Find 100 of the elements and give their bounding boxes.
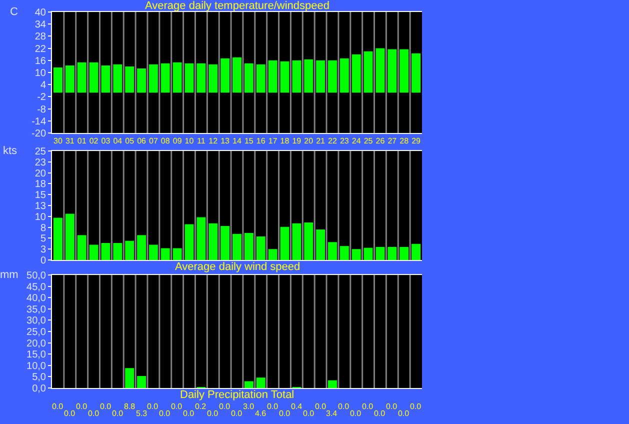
y-tick-label: -14 <box>32 116 46 128</box>
y-tick-label: 16 <box>34 56 46 67</box>
bar <box>388 49 397 93</box>
data-label: 0.0 <box>207 409 219 418</box>
x-tick-label: 07 <box>148 136 158 146</box>
bar <box>196 63 206 93</box>
data-label: 0.0 <box>219 402 231 411</box>
y-tick-label: 45,0 <box>26 282 46 293</box>
bar <box>328 242 337 260</box>
y-tick-label: 28 <box>34 32 46 43</box>
bar <box>412 244 421 260</box>
data-label: 0.0 <box>303 409 315 418</box>
data-label: 4.6 <box>255 409 267 418</box>
data-label: 0.0 <box>88 409 100 418</box>
bar <box>364 248 373 260</box>
bar <box>376 48 385 93</box>
x-tick-label: 25 <box>364 136 374 146</box>
bar <box>316 60 326 93</box>
bar <box>53 67 62 93</box>
bar <box>340 58 349 93</box>
bar <box>208 64 218 93</box>
y-tick-label: 25 <box>34 146 46 158</box>
data-label: 0.4 <box>291 402 303 411</box>
y-tick-label: 23 <box>34 157 46 168</box>
bar <box>328 380 337 388</box>
bar <box>232 57 242 93</box>
y-tick-label: -20 <box>32 128 46 140</box>
bar <box>244 232 254 260</box>
bar <box>172 248 182 260</box>
x-tick-label: 04 <box>113 136 123 146</box>
y-tick-label: 35,0 <box>26 304 46 316</box>
bar <box>101 243 110 260</box>
y-tick-label: 40,0 <box>26 293 46 304</box>
x-tick-label: 12 <box>208 136 218 146</box>
x-tick-label: 28 <box>400 136 410 146</box>
bar <box>113 64 122 93</box>
bar <box>77 62 86 93</box>
y-tick-label: 50,0 <box>26 270 46 282</box>
bar <box>256 378 266 388</box>
bar <box>196 217 206 260</box>
y-tick-label: 0 <box>40 256 46 266</box>
x-tick-label: 16 <box>256 136 266 146</box>
y-tick-label: 15,0 <box>26 350 46 361</box>
x-tick-label: 03 <box>101 136 111 146</box>
x-tick-label: 01 <box>77 136 87 146</box>
data-label: 0.0 <box>362 402 374 411</box>
bar <box>220 58 230 93</box>
x-tick-label: 05 <box>125 136 135 146</box>
data-label: 8.8 <box>124 402 136 411</box>
bar <box>65 214 74 260</box>
y-tick-label: 5,0 <box>32 372 46 384</box>
bar <box>65 65 74 93</box>
bar <box>148 244 158 260</box>
x-tick-label: 26 <box>376 136 386 146</box>
data-label: 0.2 <box>195 402 207 411</box>
y-tick-label: 20 <box>34 168 46 180</box>
x-tick-label: 19 <box>292 136 302 146</box>
y-tick-label: 22 <box>34 44 46 55</box>
bar <box>244 63 254 93</box>
bar <box>89 62 98 93</box>
data-label: 3.4 <box>326 409 338 418</box>
bar <box>89 244 98 260</box>
y-tick-label: 4 <box>40 80 46 92</box>
data-label: 0.0 <box>350 409 362 418</box>
x-tick-label: 08 <box>160 136 170 146</box>
data-label: 0.0 <box>338 402 350 411</box>
x-tick-label: 18 <box>280 136 290 146</box>
y-tick-label: -8 <box>37 104 46 116</box>
y-tick-label: 10,0 <box>26 360 46 372</box>
bar <box>53 218 62 260</box>
data-label: 0.0 <box>100 402 112 411</box>
bar <box>256 64 266 93</box>
y-tick-label: 20,0 <box>26 338 46 350</box>
y-tick-label: 34 <box>34 20 46 31</box>
bar <box>113 243 122 260</box>
y-tick-label: -2 <box>37 92 46 104</box>
bar <box>137 68 146 93</box>
bar <box>352 249 361 260</box>
bar <box>304 222 314 260</box>
data-label: 0.0 <box>147 402 159 411</box>
data-label: 0.0 <box>267 402 279 411</box>
x-tick-label: 30 <box>54 136 63 146</box>
x-tick-label: 09 <box>172 136 182 146</box>
x-tick-label: 13 <box>220 136 230 146</box>
y-axis-title: mm <box>0 269 18 281</box>
bar <box>125 368 134 388</box>
x-tick-label: 27 <box>388 136 398 146</box>
bar <box>352 54 361 93</box>
bar <box>400 49 409 93</box>
x-tick-label: 17 <box>268 136 278 146</box>
y-tick-label: 18 <box>34 179 46 190</box>
chart-title: Average daily temperature/windspeed <box>145 0 330 12</box>
x-tick-label: 02 <box>89 136 99 146</box>
bar <box>137 235 146 260</box>
y-tick-label: 40 <box>34 8 46 18</box>
data-label: 5.3 <box>136 409 148 418</box>
x-axis-title: Average daily wind speed <box>175 261 300 273</box>
bar <box>340 246 349 260</box>
y-tick-label: 13 <box>34 201 46 212</box>
data-label: 0.0 <box>159 409 171 418</box>
